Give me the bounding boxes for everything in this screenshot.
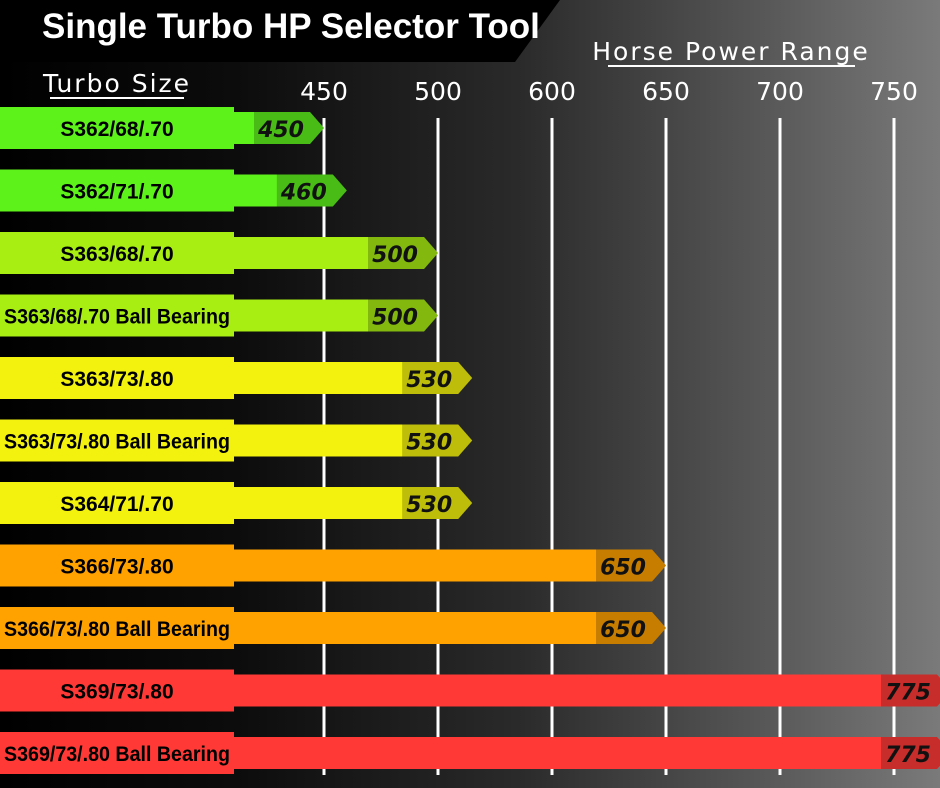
value-label: 450	[257, 118, 304, 143]
category-box	[0, 294, 234, 337]
bar-row: S366/73/.80 Ball Bearing 650	[0, 607, 666, 649]
bar	[0, 737, 940, 769]
category-label: S366/73/.80 Ball Bearing	[4, 618, 230, 641]
category-header-underline	[50, 97, 184, 99]
value-label: 775	[885, 743, 931, 768]
bar-row: S366/73/.80 650	[0, 544, 666, 587]
bar-tip	[254, 112, 324, 144]
category-box	[0, 482, 234, 524]
bar-tip	[402, 362, 473, 394]
bar-tip	[402, 424, 473, 457]
category-box	[0, 732, 234, 774]
title-banner	[0, 0, 560, 62]
bar-row: S362/71/.70 460	[0, 169, 347, 212]
category-header-text: Turbo Size	[42, 69, 191, 98]
category-label: S363/68/.70 Ball Bearing	[4, 306, 230, 329]
bar-tip	[368, 237, 438, 269]
category-label: S369/73/.80	[60, 681, 173, 704]
category-label: S363/68/.70	[60, 243, 173, 266]
value-header-underline	[608, 65, 855, 67]
category-label: S364/71/.70	[60, 493, 173, 516]
tick-label: 650	[642, 77, 690, 106]
category-box	[0, 169, 234, 212]
bar-row: S363/68/.70 Ball Bearing 500	[0, 294, 438, 337]
category-box	[0, 232, 234, 274]
tick-label: 450	[300, 77, 348, 106]
value-label: 530	[406, 431, 452, 456]
bar-tip	[596, 549, 666, 582]
tick-labels: 450 500 600 650 700 750	[300, 77, 918, 106]
value-label: 530	[406, 493, 452, 518]
bar-row: S363/73/.80 530	[0, 357, 473, 399]
category-label: S363/73/.80	[60, 368, 173, 391]
bar-tip	[881, 737, 940, 769]
bar	[0, 674, 940, 707]
chart-title: Single Turbo HP Selector Tool	[42, 7, 540, 46]
category-box	[0, 669, 234, 712]
value-header-text: Horse Power Range	[592, 37, 870, 66]
value-label: 530	[406, 368, 452, 393]
value-label: 460	[280, 181, 327, 206]
bar-row: S369/73/.80 775	[0, 669, 940, 712]
category-label: S369/73/.80 Ball Bearing	[4, 743, 230, 766]
bar-row: S369/73/.80 Ball Bearing 775	[0, 732, 940, 774]
bar-row: S363/73/.80 Ball Bearing 530	[0, 419, 473, 462]
category-box	[0, 357, 234, 399]
bar-tip	[881, 674, 940, 707]
category-label: S363/73/.80 Ball Bearing	[4, 431, 230, 454]
category-label: S362/68/.70	[60, 118, 173, 141]
category-label: S366/73/.80	[60, 556, 173, 579]
tick-label: 600	[528, 77, 576, 106]
bars: S362/68/.70 450 S362/71/.70 460 S363/68/.70 5…	[0, 107, 940, 774]
bar-tip	[596, 612, 666, 644]
bar-row: S362/68/.70 450	[0, 107, 324, 149]
category-header: Turbo Size	[42, 69, 191, 99]
value-label: 775	[885, 681, 931, 706]
bar-row: S363/68/.70 500	[0, 232, 438, 274]
bar-row: S364/71/.70 530	[0, 482, 473, 524]
category-box	[0, 544, 234, 587]
tick-label: 750	[870, 77, 918, 106]
value-label: 500	[372, 243, 418, 268]
category-box	[0, 107, 234, 149]
value-label: 650	[600, 556, 646, 581]
tick-label: 700	[756, 77, 804, 106]
value-label: 500	[372, 306, 418, 331]
value-label: 650	[600, 618, 646, 643]
bar-tip	[368, 299, 438, 332]
category-box	[0, 607, 234, 649]
bar-tip	[402, 487, 473, 519]
bar-tip	[276, 174, 347, 207]
tick-label: 500	[414, 77, 462, 106]
category-label: S362/71/.70	[60, 181, 173, 204]
category-box	[0, 419, 234, 462]
value-header: Horse Power Range	[592, 37, 870, 67]
